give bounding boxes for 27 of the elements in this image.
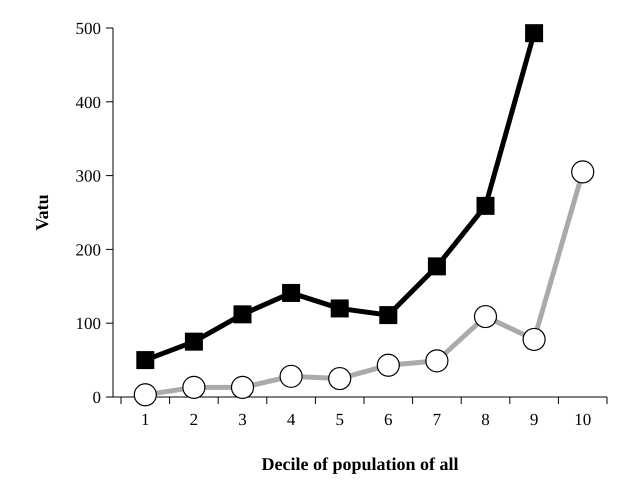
point [136, 351, 154, 370]
y-tick-label: 200 [76, 240, 101, 260]
point [428, 257, 446, 276]
point [330, 299, 349, 318]
point [525, 24, 544, 42]
y-axis-title: Vatu [32, 194, 52, 231]
y-tick-label: 500 [76, 18, 101, 38]
y-tick-label: 400 [76, 92, 101, 112]
point [476, 196, 494, 215]
x-tick-label: 8 [481, 410, 490, 429]
point [379, 306, 398, 324]
y-tick-label: 100 [76, 314, 101, 334]
x-axis-title: Decile of population of all [262, 454, 458, 474]
x-tick-label: 5 [335, 410, 344, 429]
x-tick-label: 6 [384, 410, 393, 429]
point [184, 332, 203, 351]
y-tick-label: 300 [76, 166, 101, 186]
x-tick-label: 9 [530, 410, 538, 429]
x-tick-label: 1 [141, 410, 150, 429]
x-tick-label: 4 [286, 410, 296, 429]
x-tick-label: 3 [238, 410, 247, 429]
x-tick-label: 2 [190, 410, 198, 429]
x-tick-label: 7 [432, 410, 442, 429]
x-tick-label: 10 [574, 410, 592, 429]
point [234, 305, 252, 324]
y-tick-label: 0 [92, 388, 101, 407]
point [282, 284, 300, 302]
